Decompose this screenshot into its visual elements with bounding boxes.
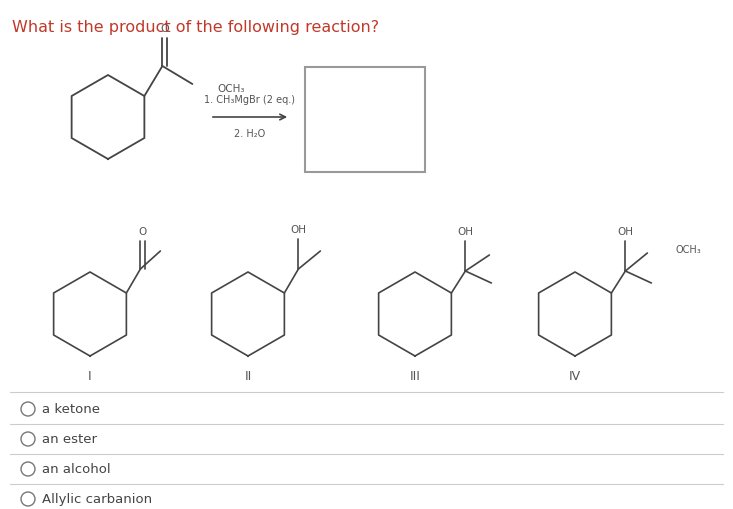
Text: I: I — [88, 370, 92, 383]
Text: O: O — [160, 24, 169, 34]
Text: OH: OH — [617, 227, 633, 237]
Text: OH: OH — [457, 227, 474, 237]
Text: O: O — [139, 227, 147, 237]
Text: Allylic carbanion: Allylic carbanion — [42, 493, 152, 505]
Text: OCH₃: OCH₃ — [218, 84, 245, 94]
Text: What is the product of the following reaction?: What is the product of the following rea… — [12, 20, 379, 35]
Text: IV: IV — [569, 370, 581, 383]
Bar — [305, 68, 425, 173]
Text: a ketone: a ketone — [42, 403, 100, 416]
Text: 2. H₂O: 2. H₂O — [235, 129, 265, 139]
Text: III: III — [410, 370, 421, 383]
Text: an alcohol: an alcohol — [42, 463, 111, 475]
Text: OCH₃: OCH₃ — [675, 244, 701, 254]
Text: OH: OH — [290, 224, 306, 235]
Text: 1. CH₃MgBr (2 eq.): 1. CH₃MgBr (2 eq.) — [205, 95, 295, 105]
Text: an ester: an ester — [42, 433, 97, 445]
Text: II: II — [244, 370, 251, 383]
